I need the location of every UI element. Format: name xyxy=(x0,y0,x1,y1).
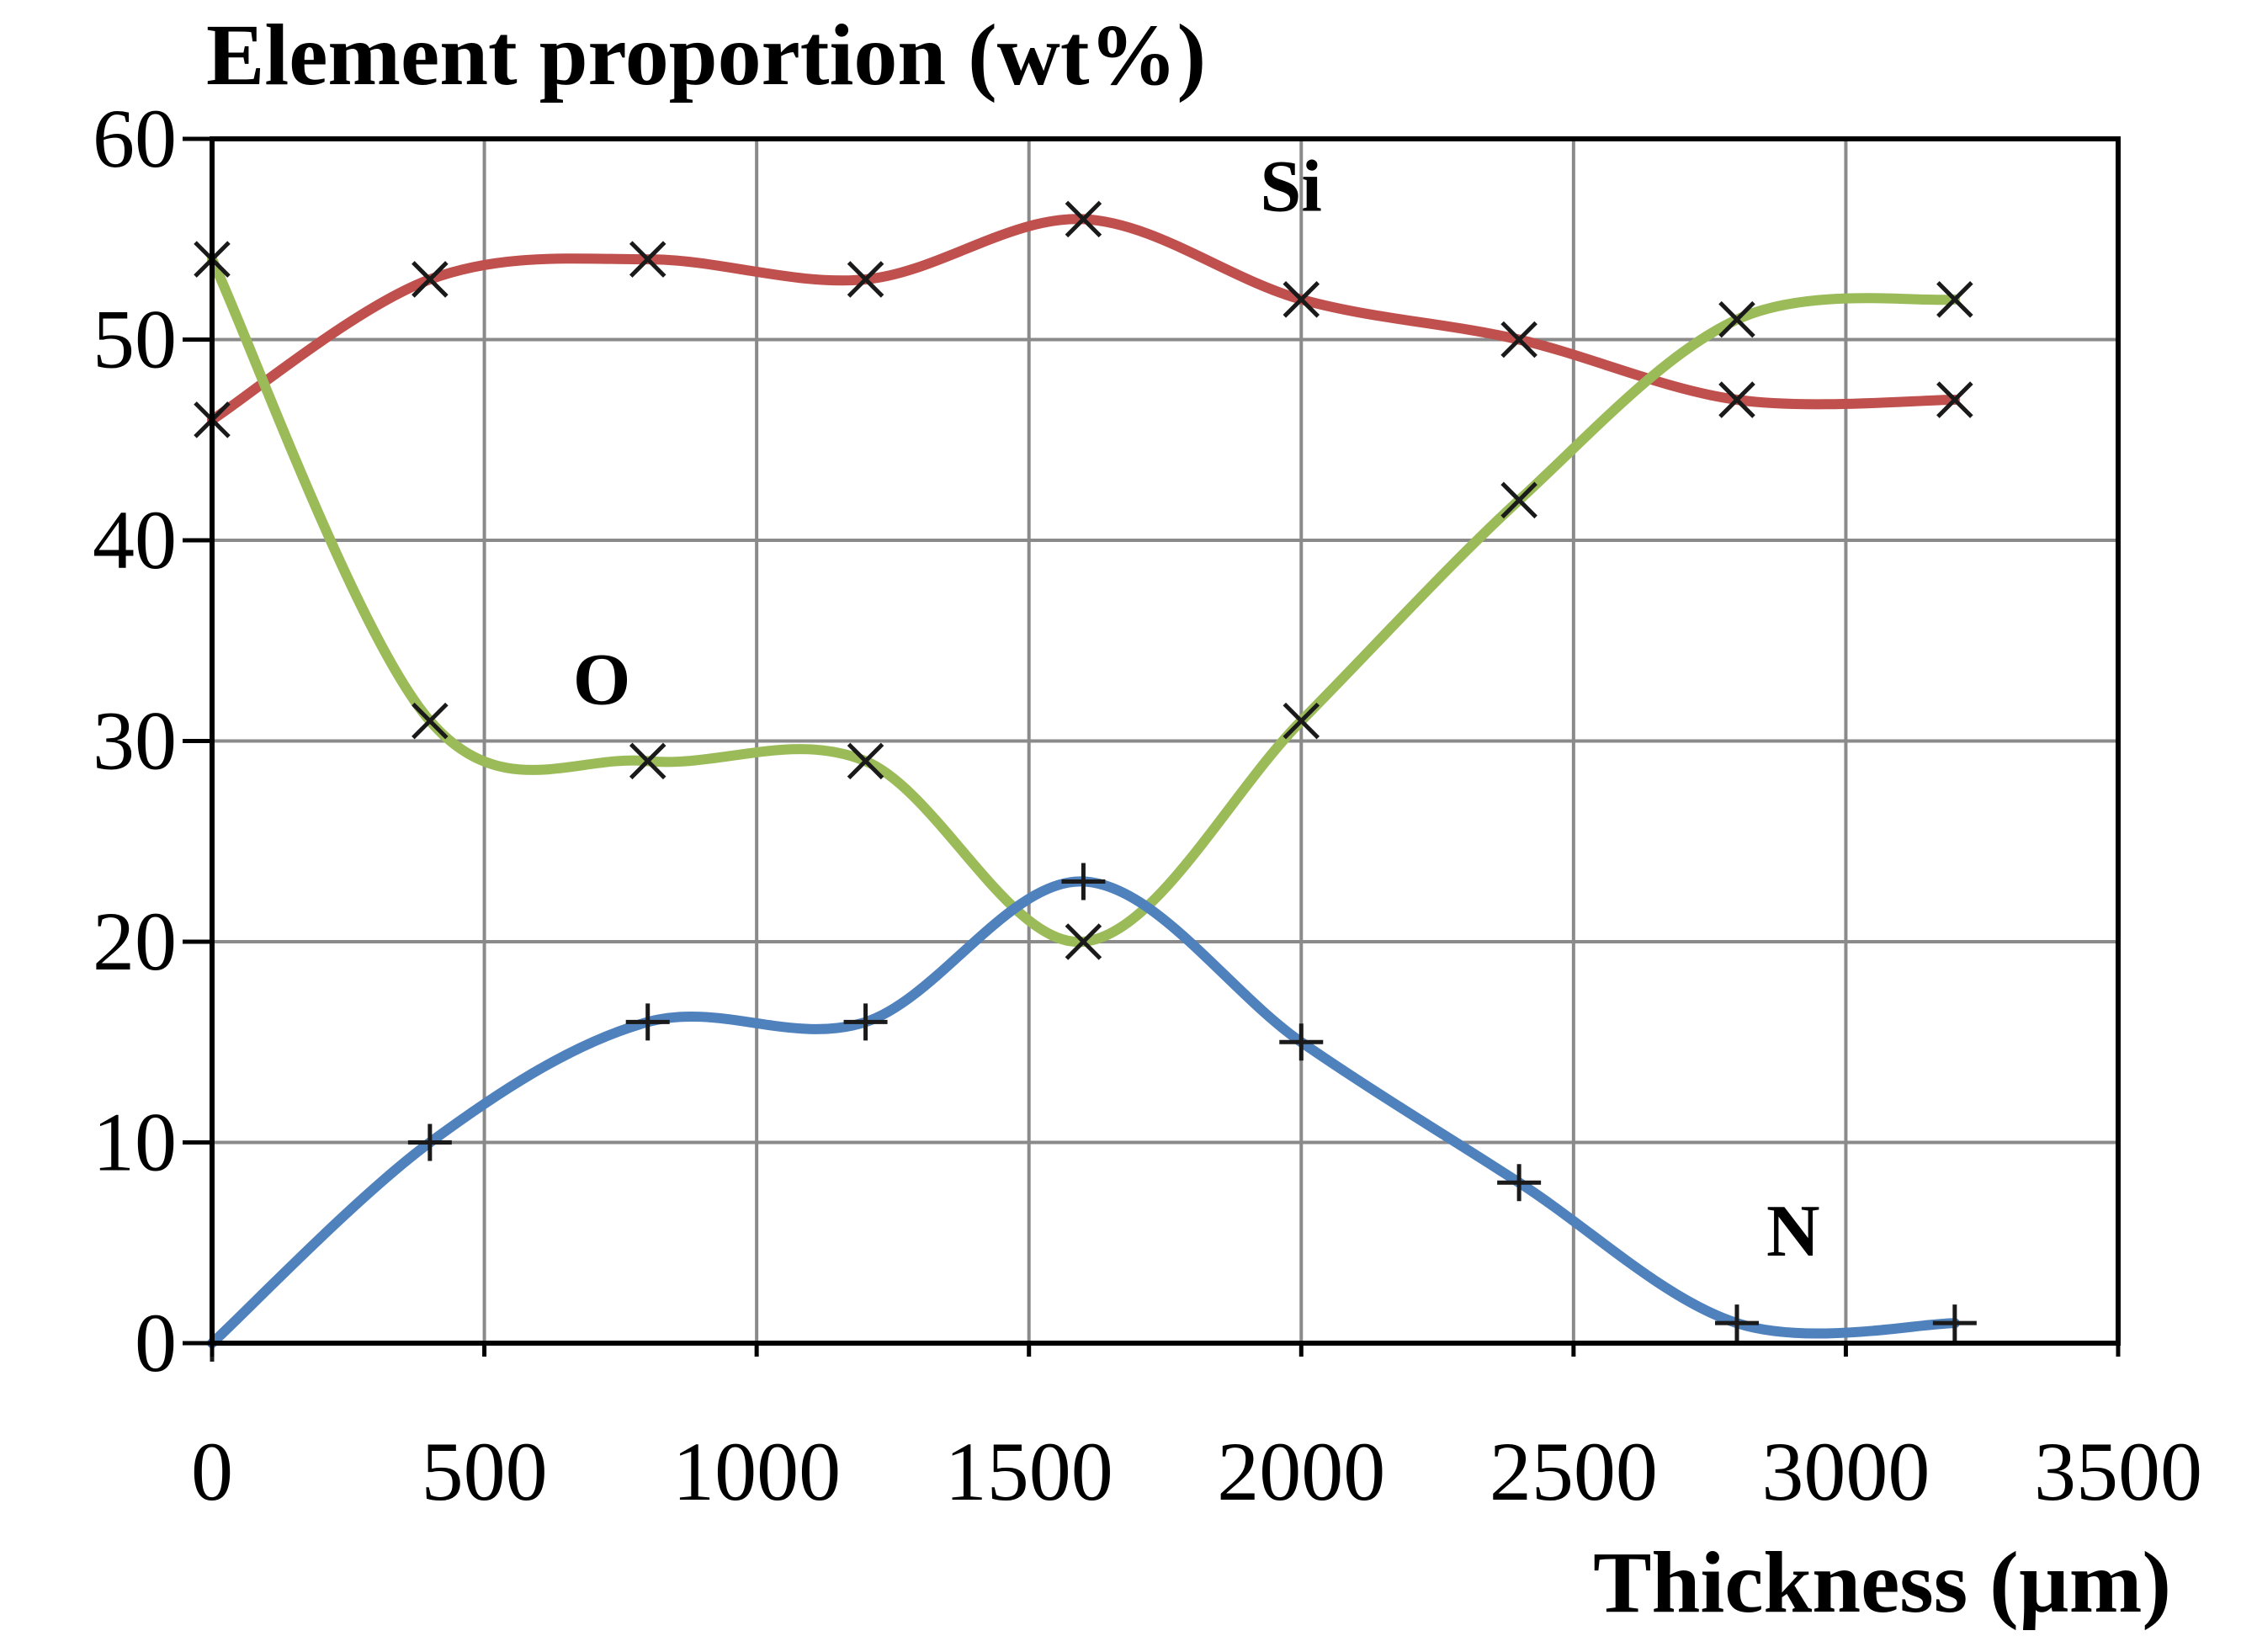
data-point-n xyxy=(1715,1304,1759,1342)
series-line-n xyxy=(207,876,1960,1348)
series-label-o: O xyxy=(573,640,630,721)
x-tick-label: 0 xyxy=(191,1425,233,1518)
data-point-o xyxy=(1718,300,1755,338)
series-line-si xyxy=(207,214,1960,425)
grid xyxy=(212,139,2118,1343)
x-tick-label: 2000 xyxy=(1217,1425,1385,1518)
y-tick-label: 0 xyxy=(135,1296,177,1389)
series-label-n: N xyxy=(1766,1191,1820,1272)
data-point-o xyxy=(847,742,884,780)
data-point-o xyxy=(1500,481,1537,519)
data-point-n xyxy=(1061,863,1106,900)
y-tick-label: 40 xyxy=(93,493,177,587)
x-tick-label: 1500 xyxy=(945,1425,1113,1518)
series-curves xyxy=(207,214,1960,1348)
data-point-o xyxy=(1936,281,1973,318)
data-point-o xyxy=(629,742,666,780)
data-point-n xyxy=(843,1003,888,1041)
series-line-o xyxy=(207,254,1960,948)
data-point-o xyxy=(412,702,449,740)
data-point-si xyxy=(1500,321,1537,359)
data-point-si xyxy=(1282,281,1320,318)
data-point-n xyxy=(625,1003,670,1041)
x-tick-label: 3500 xyxy=(2034,1425,2202,1518)
chart-title: Element proportion (wt%) xyxy=(206,7,1206,104)
y-tick-label: 10 xyxy=(93,1096,177,1189)
series-label-si: Si xyxy=(1260,146,1321,227)
x-axis-title: Thickness (µm) xyxy=(1593,1534,2171,1631)
x-axis-ticks: 0 500 1000 1500 2000 2500 3000 3500 xyxy=(191,1343,2202,1518)
data-point-o xyxy=(1282,702,1320,740)
data-point-si xyxy=(629,241,666,278)
data-point-si xyxy=(1065,200,1102,238)
data-point-si xyxy=(412,261,449,298)
x-tick-label: 2500 xyxy=(1490,1425,1658,1518)
data-point-n xyxy=(1497,1164,1542,1202)
series-labels: Si O N xyxy=(573,146,1820,1272)
data-point-si xyxy=(1718,381,1755,418)
y-tick-label: 60 xyxy=(93,92,177,185)
x-tick-label: 500 xyxy=(422,1425,548,1518)
y-tick-label: 50 xyxy=(93,293,177,386)
y-tick-label: 20 xyxy=(93,895,177,988)
x-tick-label: 1000 xyxy=(672,1425,841,1518)
data-point-o xyxy=(1065,923,1102,960)
y-axis-ticks: 0 10 20 30 40 50 60 xyxy=(93,92,212,1389)
x-tick-label: 3000 xyxy=(1761,1425,1930,1518)
data-point-n xyxy=(407,1123,452,1161)
data-point-n xyxy=(1932,1304,1977,1342)
series-markers xyxy=(190,200,1977,1362)
data-point-n xyxy=(1279,1023,1324,1061)
data-point-si xyxy=(847,261,884,298)
y-tick-label: 30 xyxy=(93,694,177,788)
data-point-si xyxy=(1936,381,1973,418)
